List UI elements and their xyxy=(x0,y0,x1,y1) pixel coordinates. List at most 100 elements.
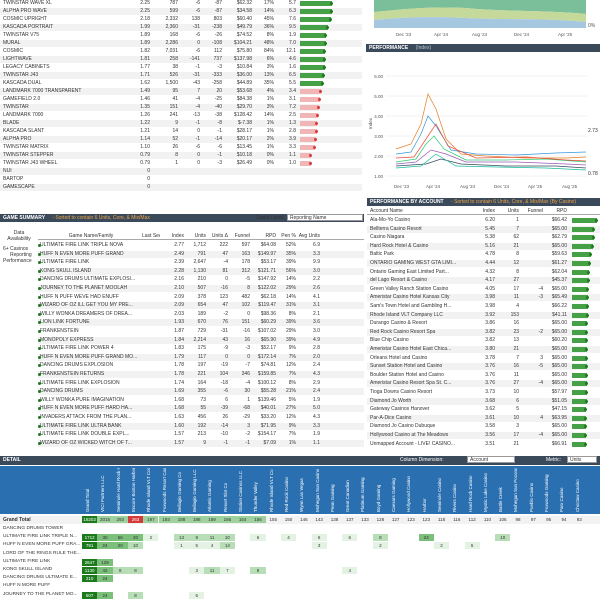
detail-row-name[interactable]: ULTIMATE FIRE LINK xyxy=(3,558,51,564)
table-row[interactable]: ULTIMATE FIRE LINK ULTRA BANK 1.60 192 -14 3… xyxy=(38,422,364,430)
table-row[interactable]: del Lago Resort & Casino 4.17 27 $45.37 xyxy=(367,277,600,285)
column-header[interactable]: Station Casinos LLC xyxy=(238,470,243,512)
table-row[interactable]: TWINSTAR STEPPER 0.79 8 0 -1 $10.18 0% 1.1 xyxy=(0,152,362,159)
column-header[interactable]: Account Name xyxy=(370,208,403,214)
table-row[interactable]: DANCING DRUMS ULTIMATE EXPLOSI... 2.16 210… xyxy=(38,276,364,283)
column-header[interactable]: Last Seen xyxy=(142,233,160,239)
table-row[interactable]: WILLY WONKA DREAMERS OF DREA... 2.03 189 -2… xyxy=(38,311,364,318)
column-header[interactable]: Pen % xyxy=(281,233,296,239)
table-row[interactable]: ALPHA PRO 1.14 52 -1 -14 $20.17 2% 3.9 xyxy=(0,136,362,143)
table-row[interactable]: Rhode Island VLT Company LLC 3.92 153 $41.1… xyxy=(367,311,600,319)
table-row[interactable]: Ameristar Casino Hotel East Chica... 3.80… xyxy=(367,346,600,353)
table-row[interactable]: Diamond Jo Casino Dubuque 3.58 3 $65.00 xyxy=(367,423,600,430)
column-header[interactable]: Seminole Hard Rock Hotel and C xyxy=(115,468,121,512)
column-header[interactable]: Rivers Casino xyxy=(452,483,458,512)
table-row[interactable]: TWINSTAR WAVE XL 2.25 787 -6 -87 $62.32 17% 5.7 xyxy=(0,0,362,7)
column-header[interactable]: Avg Units xyxy=(298,233,320,239)
table-row[interactable]: TWINSTAR 1.35 151 -4 -40 $29.70 3% 7.2 xyxy=(0,104,362,111)
detail-row-name[interactable]: HUFF N MORE PUFF xyxy=(3,583,51,589)
detail-row-name[interactable]: LORD OF THE RINGS RULE THE... xyxy=(3,550,81,556)
table-row[interactable]: TWINSTAR J43 WHEEL 0.79 1 0 -3 $26.49 0% 1.0 xyxy=(0,160,362,167)
column-header[interactable]: Harbor xyxy=(421,498,427,512)
column-header[interactable]: Game Name/Family xyxy=(68,233,114,239)
column-header[interactable]: Mystic Lake Casino xyxy=(482,472,488,512)
table-row[interactable]: Red Rock Casino Resort Spa 3.82 23 -2 $65.00 xyxy=(367,328,600,336)
table-row[interactable]: WILLY WONKA PURE IMAGINATION 1.68 73 6 1 $139… xyxy=(38,397,364,404)
table-row[interactable]: FRANKENSTEIN 1.87 729 -31 -16 $107.02 29% 3.0 xyxy=(38,328,364,335)
column-header[interactable]: Hard Rock Casino xyxy=(467,475,473,512)
column-header[interactable]: Rhode Island VLT Co xyxy=(268,469,274,512)
column-header[interactable]: Units Δ xyxy=(211,233,228,239)
table-row[interactable]: DANCING DRUMS EXPLOSION 1.78 197 -19 -7 $74.8… xyxy=(38,362,364,369)
game-level-select[interactable]: Reporting Name xyxy=(287,214,363,221)
table-row[interactable]: Hollywood Casino at The Meadows 3.56 17 -4 $… xyxy=(367,432,600,439)
column-header[interactable]: RPD xyxy=(265,233,276,239)
table-row[interactable]: HUFF N PUFF WEVE HAD ENUFF 2.09 378 123 482 $… xyxy=(38,294,364,301)
column-header[interactable]: Resort Slot Co xyxy=(222,482,228,512)
table-row[interactable]: Ameristar Casino Resort Spa St. C... 3.76… xyxy=(367,380,600,388)
table-row[interactable]: GAMEFIELD 2.0 1.46 41 -4 -25 $84.38 1% 3.1 xyxy=(0,96,362,103)
table-row[interactable]: Sunset Station Hotel and Casino 3.76 16 -5 $… xyxy=(367,363,600,371)
column-header[interactable]: Foxwoods Resort Casino xyxy=(161,468,167,512)
table-row[interactable]: Baltic Park 4.78 8 $59.63 xyxy=(367,251,600,258)
column-header[interactable]: Index xyxy=(171,233,184,239)
column-header[interactable]: VICI Partners LLC xyxy=(100,475,106,512)
table-row[interactable]: BARTOP 0 xyxy=(0,176,362,183)
column-header[interactable]: Atlantic Gaming xyxy=(207,480,213,512)
table-row[interactable]: ULTIMATE FIRE LINK DOUBLE EXPL... 1.57 213… xyxy=(38,431,364,438)
table-row[interactable]: KASCADA DUAL 1.62 1,500 -43 -258 $44.89 35% 5.5 xyxy=(0,80,362,87)
column-header[interactable]: Grand Total xyxy=(85,488,90,512)
column-header[interactable]: Hollywood Casino xyxy=(406,475,412,512)
table-row[interactable]: KONG SKULL ISLAND 2.28 1,130 81 312 $121.71 56… xyxy=(38,267,364,275)
table-row[interactable]: COSMIC 1.82 7,031 -6 112 $75.80 84% 12.1 xyxy=(0,48,362,55)
column-header[interactable]: Wynn Las Vegas xyxy=(299,478,305,512)
column-header[interactable]: Battle Creek xyxy=(498,487,504,512)
table-row[interactable]: Bellterra Casino Resort 5.45 7 $65.00 xyxy=(367,225,600,233)
table-row[interactable]: MONOPOLY EXPRESS 1.84 2,214 43 16 $65.90 39% 4.… xyxy=(38,336,364,344)
detail-row-name[interactable]: DANCING DRUMS TOWER xyxy=(3,526,64,531)
table-row[interactable]: LIGHTWAVE 1.81 258 -141 737 $137.98 6% 4.6 xyxy=(0,56,362,63)
table-row[interactable]: Blue Chip Casino 3.82 13 $60.20 xyxy=(367,337,600,344)
column-header[interactable]: Funnel xyxy=(527,208,543,214)
table-row[interactable]: HUFF N EVEN MORE PUFF GRAND 2.49 791 47 163 $… xyxy=(38,250,364,258)
table-row[interactable]: Orleans Hotel and Casino 3.78 7 3 $65.00 xyxy=(367,355,600,362)
table-row[interactable]: ULTIMATE FIRE LINK TRIPLE NOVA 2.77 1,712 2… xyxy=(38,242,364,249)
table-row[interactable]: ALPHA PRO WAVE 2.25 599 -6 -87 $34.58 14% 6.3 xyxy=(0,8,362,15)
column-header[interactable]: Encore Boston Harbor xyxy=(130,468,136,512)
column-header[interactable]: Seminole Casino xyxy=(436,477,442,512)
table-row[interactable]: DANCING DRUMS 1.69 355 -6 30 $55.28 21% 2.4 xyxy=(38,388,364,396)
detail-row-name[interactable]: JOURNEY TO THE PLANET MO... xyxy=(3,591,78,597)
table-row[interactable]: Durango Casino & Resort 3.86 16 $65.00 xyxy=(367,320,600,327)
column-header[interactable]: Funnel xyxy=(234,233,250,239)
table-row[interactable]: Gateway Casinos Hanover 3.62 5 $47.15 xyxy=(367,406,600,413)
detail-row-name[interactable]: ULTIMATE FIRE LINK TRIPLE N... xyxy=(3,534,78,540)
table-row[interactable]: TWINSTAR V75 1.89 168 -6 -26 $74.52 8% 1.9 xyxy=(0,32,362,39)
column-header[interactable]: Bellagio Gaming Co xyxy=(176,471,182,512)
column-header[interactable]: Units xyxy=(507,208,519,214)
column-header[interactable]: Parx Casino xyxy=(559,487,565,512)
table-row[interactable]: Ontario Gaming East Limited Part... 4.32 8… xyxy=(367,269,600,276)
column-header[interactable]: Mohegan Sun Casino xyxy=(314,468,320,512)
table-row[interactable]: TWINSTAR J43 1.71 526 -31 -333 $36.00 13% 6.5 xyxy=(0,72,362,79)
metric-select[interactable]: Units xyxy=(567,456,597,463)
column-header[interactable]: Great Canadian xyxy=(345,480,351,512)
table-row[interactable]: KASCADA SLANT 1.21 14 0 -1 $28.17 1% 2.8 xyxy=(0,128,362,135)
column-header[interactable]: Choctaw Casino xyxy=(574,479,580,512)
table-row[interactable]: Par-A-Dice Casino 3.61 10 4 $63.95 xyxy=(367,414,600,422)
column-header[interactable]: Penn Gaming xyxy=(329,484,335,512)
table-row[interactable]: LANDMARK 7000 TRANSPARENT 1.49 95 7 20 $53.68… xyxy=(0,88,362,95)
table-row[interactable]: Ala-Mo-Yo Casino 6.20 1 $66.42 xyxy=(367,217,600,224)
table-row[interactable]: LION LINK FORTUNE 1.93 670 76 151 $60.29 39% 3.… xyxy=(38,319,364,327)
column-header[interactable]: Rhode Island VLT Company xyxy=(146,468,152,512)
table-row[interactable]: Unmapped Account - LIVE! CASINO... 3.51 21… xyxy=(367,441,600,448)
table-row[interactable]: Sam's Town Hotel and Gambling H... 3.98 4 $… xyxy=(367,303,600,310)
column-header[interactable]: Platinum Gaming xyxy=(360,477,366,512)
table-row[interactable]: WIZARD OF OZ WICKED WITCH OF T... 1.57 9 -1… xyxy=(38,439,364,447)
table-row[interactable]: GAMESCAPE 0 xyxy=(0,184,362,191)
table-row[interactable]: LEGACY CABINETS 1.77 38 -1 -3 $10.84 3% 1.6 xyxy=(0,64,362,71)
column-header[interactable]: RPD xyxy=(556,208,567,214)
table-row[interactable]: TWINSTAR MATRIX 1.10 26 -6 -6 $13.45 1% 3.3 xyxy=(0,144,362,151)
table-row[interactable]: HUFF N EVEN MORE PUFF GRAND MO... 1.79 117… xyxy=(38,353,364,361)
table-row[interactable]: JOURNEY TO THE PLANET MOOLAH 2.10 507 -16 8 $… xyxy=(38,285,364,292)
table-row[interactable]: Ameristar Casino Hotel Kansas City 3.98 11… xyxy=(367,294,600,302)
